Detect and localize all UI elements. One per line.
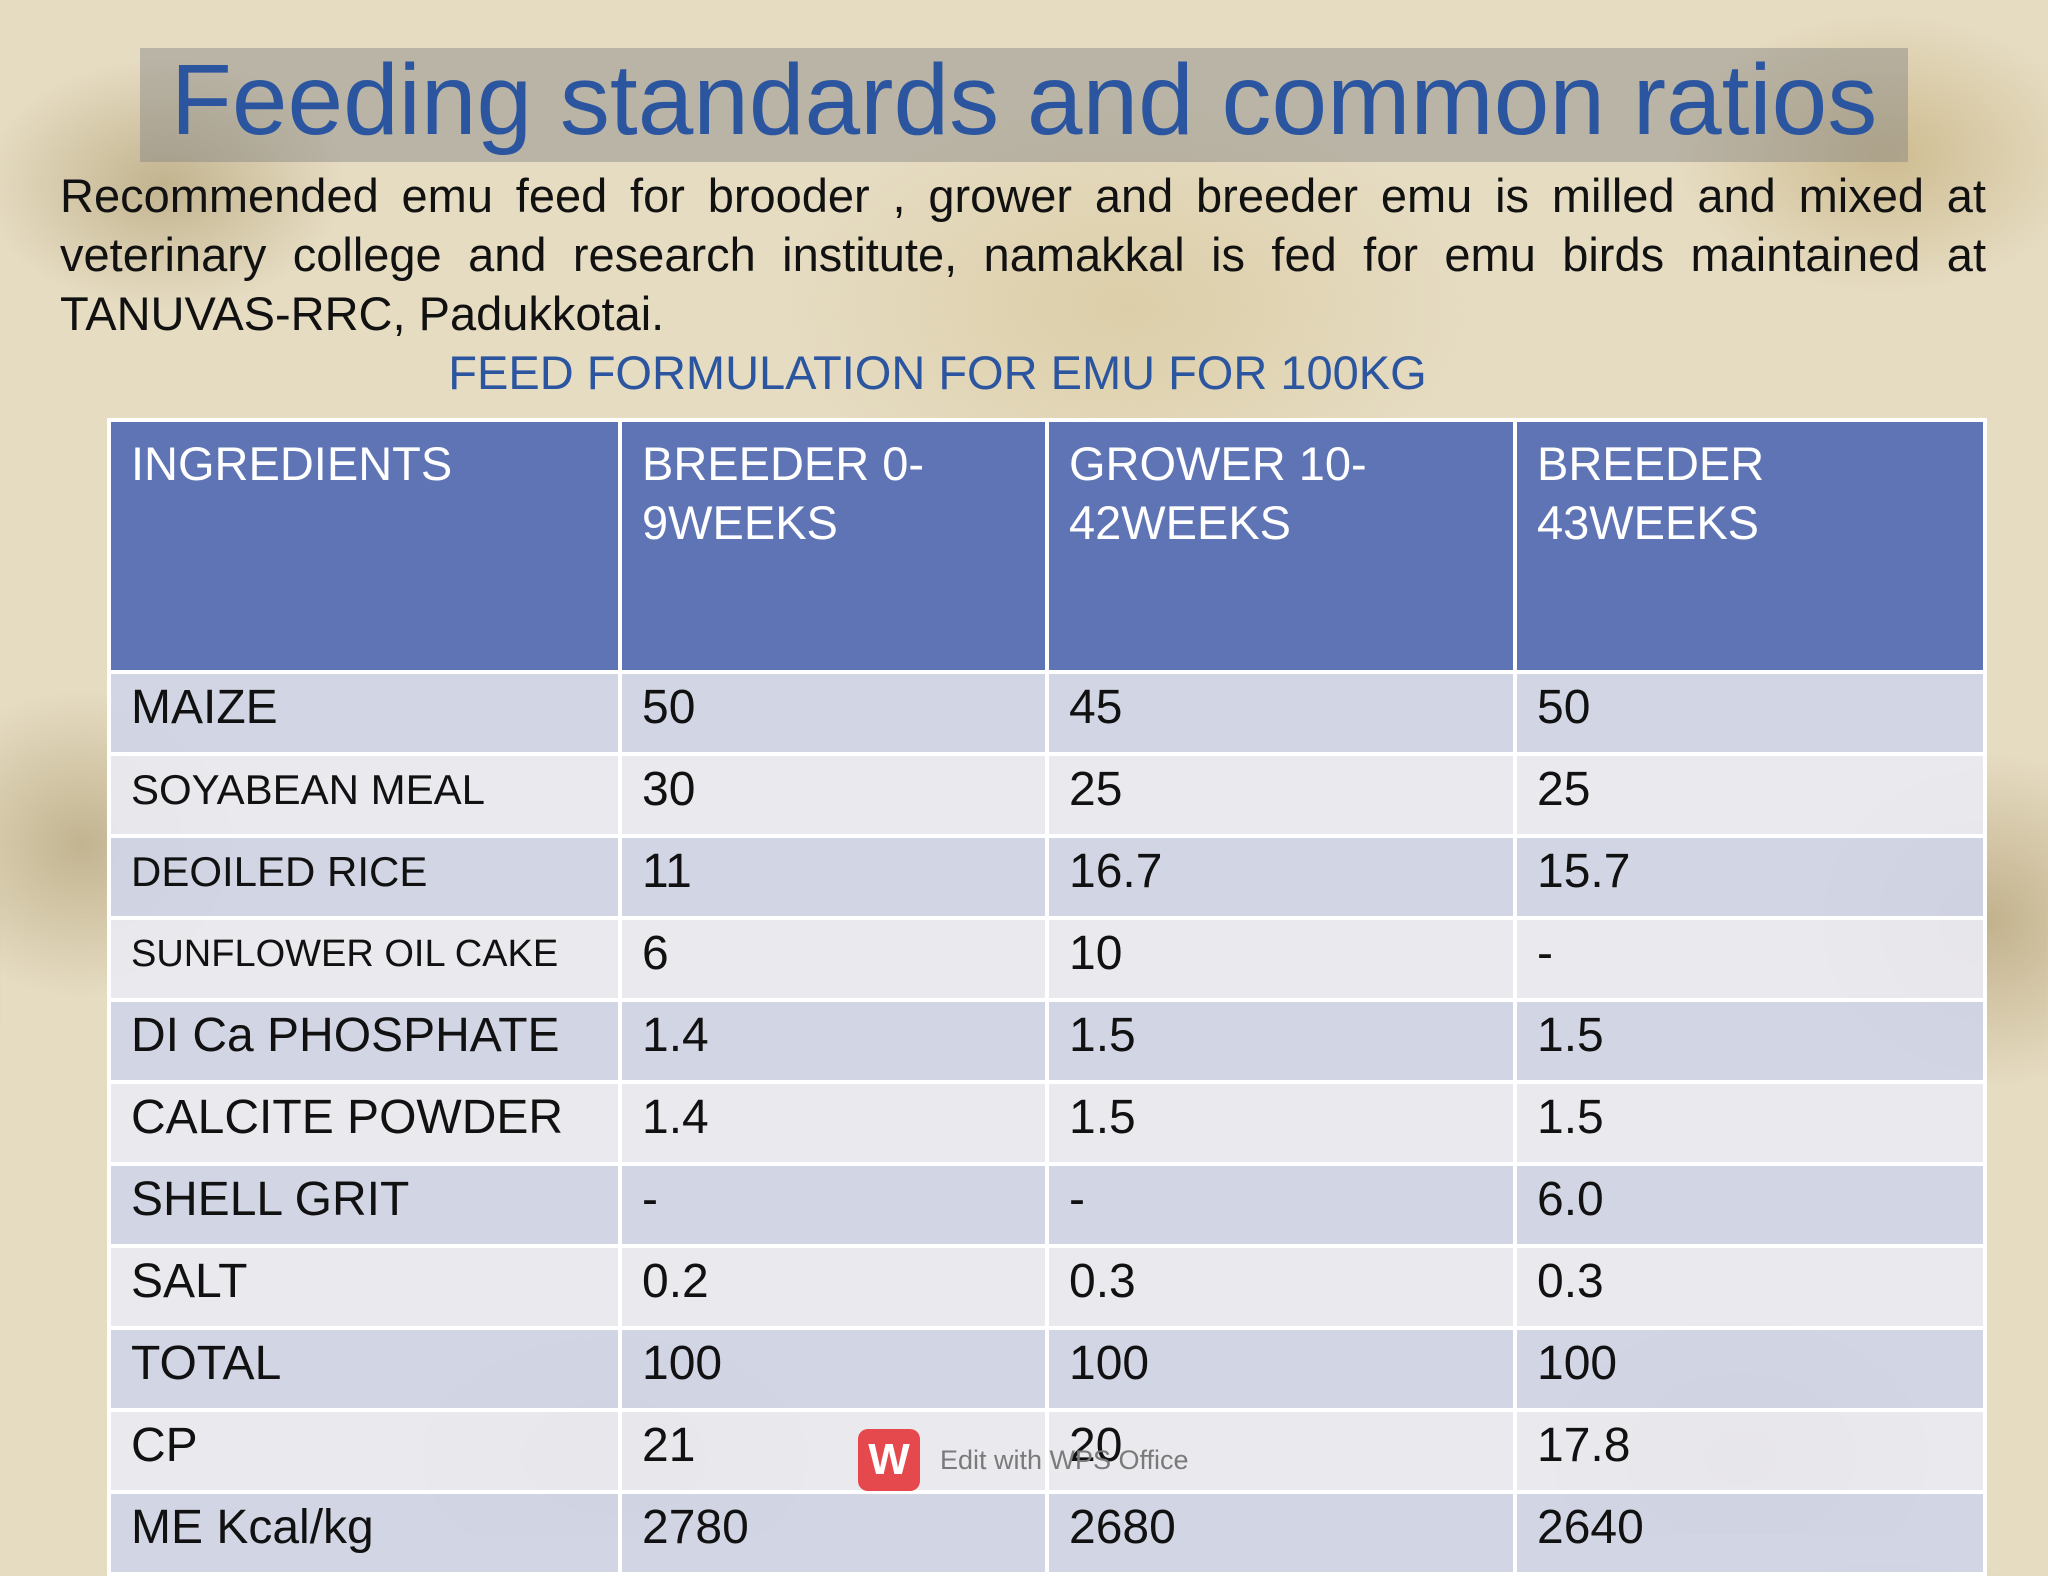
table-row: SOYABEAN MEAL 30 25 25 (107, 752, 1987, 838)
value-cell: 17.8 (1513, 1408, 1987, 1494)
table-row: DI Ca PHOSPHATE 1.4 1.5 1.5 (107, 998, 1987, 1084)
ingredient-cell: SUNFLOWER OIL CAKE (107, 916, 622, 1002)
header-breeder-0-9weeks: BREEDER 0-9WEEKS (618, 418, 1049, 674)
ingredient-cell: SOYABEAN MEAL (107, 752, 622, 838)
value-cell: 11 (618, 834, 1049, 920)
value-cell: 15.7 (1513, 834, 1987, 920)
value-cell: 1.5 (1045, 1080, 1517, 1166)
table-row: SALT 0.2 0.3 0.3 (107, 1244, 1987, 1330)
feed-table: INGREDIENTS BREEDER 0-9WEEKS GROWER 10-4… (107, 418, 1987, 1576)
value-cell: 6.0 (1513, 1162, 1987, 1248)
value-cell: 0.2 (618, 1244, 1049, 1330)
ingredient-cell: MAIZE (107, 670, 622, 756)
value-cell: 2640 (1513, 1490, 1987, 1576)
table-row: SHELL GRIT - - 6.0 (107, 1162, 1987, 1248)
wps-watermark-text: Edit with WPS Office (940, 1444, 1189, 1475)
ingredient-cell: CALCITE POWDER (107, 1080, 622, 1166)
ingredient-cell: DI Ca PHOSPHATE (107, 998, 622, 1084)
value-cell: 1.5 (1513, 1080, 1987, 1166)
value-cell: 0.3 (1513, 1244, 1987, 1330)
ingredient-cell: CP (107, 1408, 622, 1494)
value-cell: 1.4 (618, 1080, 1049, 1166)
table-row: CALCITE POWDER 1.4 1.5 1.5 (107, 1080, 1987, 1166)
table-header-row: INGREDIENTS BREEDER 0-9WEEKS GROWER 10-4… (107, 418, 1987, 674)
ingredient-cell: TOTAL (107, 1326, 622, 1412)
table-row: MAIZE 50 45 50 (107, 670, 1987, 756)
wps-watermark[interactable]: W Edit with WPS Office (858, 1428, 1189, 1492)
value-cell: 0.3 (1045, 1244, 1517, 1330)
value-cell: - (1513, 916, 1987, 1002)
ingredient-cell: SHELL GRIT (107, 1162, 622, 1248)
value-cell: 6 (618, 916, 1049, 1002)
header-breeder-43weeks: BREEDER 43WEEKS (1513, 418, 1987, 674)
slide-title: Feeding standards and common ratios (170, 44, 1878, 156)
table-row: CP 21 20 17.8 (107, 1408, 1987, 1494)
value-cell: 1.4 (618, 998, 1049, 1084)
value-cell: 20 (1045, 1408, 1517, 1494)
value-cell: 1.5 (1045, 998, 1517, 1084)
value-cell: 2680 (1045, 1490, 1517, 1576)
value-cell: 100 (1513, 1326, 1987, 1412)
value-cell: 21 (618, 1408, 1049, 1494)
value-cell: 2780 (618, 1490, 1049, 1576)
table-row: SUNFLOWER OIL CAKE 6 10 - (107, 916, 1987, 1002)
value-cell: - (1045, 1162, 1517, 1248)
value-cell: 50 (1513, 670, 1987, 756)
table-row: DEOILED RICE 11 16.7 15.7 (107, 834, 1987, 920)
table-row: ME Kcal/kg 2780 2680 2640 (107, 1490, 1987, 1576)
value-cell: 100 (1045, 1326, 1517, 1412)
header-ingredients: INGREDIENTS (107, 418, 622, 674)
intro-paragraph: Recommended emu feed for brooder , growe… (60, 169, 1986, 340)
header-grower-10-42weeks: GROWER 10-42WEEKS (1045, 418, 1517, 674)
table-row: TOTAL 100 100 100 (107, 1326, 1987, 1412)
ingredient-cell: ME Kcal/kg (107, 1490, 622, 1576)
value-cell: 100 (618, 1326, 1049, 1412)
value-cell: 10 (1045, 916, 1517, 1002)
ingredient-cell: SALT (107, 1244, 622, 1330)
ingredient-cell: DEOILED RICE (107, 834, 622, 920)
value-cell: 30 (618, 752, 1049, 838)
table-title: FEED FORMULATION FOR EMU FOR 100KG (448, 346, 1427, 399)
title-band (140, 48, 1908, 162)
value-cell: 1.5 (1513, 998, 1987, 1084)
value-cell: 25 (1513, 752, 1987, 838)
value-cell: 50 (618, 670, 1049, 756)
value-cell: 45 (1045, 670, 1517, 756)
wps-logo-icon: W (858, 1429, 920, 1491)
value-cell: 16.7 (1045, 834, 1517, 920)
value-cell: - (618, 1162, 1049, 1248)
value-cell: 25 (1045, 752, 1517, 838)
